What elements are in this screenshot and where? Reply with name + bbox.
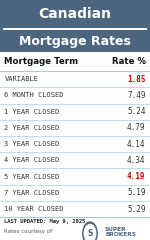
Text: 4.19: 4.19 bbox=[127, 172, 146, 181]
Text: 1 YEAR CLOSED: 1 YEAR CLOSED bbox=[4, 109, 60, 115]
FancyBboxPatch shape bbox=[0, 52, 150, 71]
Text: 10 YEAR CLOSED: 10 YEAR CLOSED bbox=[4, 206, 64, 212]
Text: Mortgage Rates: Mortgage Rates bbox=[19, 35, 131, 48]
Text: 4.14: 4.14 bbox=[127, 140, 146, 149]
FancyBboxPatch shape bbox=[0, 168, 150, 185]
FancyBboxPatch shape bbox=[0, 201, 150, 217]
Circle shape bbox=[83, 222, 97, 240]
FancyBboxPatch shape bbox=[0, 0, 150, 52]
Text: VARIABLE: VARIABLE bbox=[4, 76, 39, 82]
Text: 7.49: 7.49 bbox=[127, 91, 146, 100]
FancyBboxPatch shape bbox=[0, 87, 150, 103]
Text: Rates courtesy of: Rates courtesy of bbox=[4, 229, 53, 234]
Text: LAST UPDATED: May 9, 2025: LAST UPDATED: May 9, 2025 bbox=[4, 219, 86, 224]
Circle shape bbox=[84, 224, 96, 240]
Text: 4 YEAR CLOSED: 4 YEAR CLOSED bbox=[4, 157, 60, 163]
Text: SUPER: SUPER bbox=[105, 227, 127, 232]
FancyBboxPatch shape bbox=[0, 136, 150, 152]
Text: 4.79: 4.79 bbox=[127, 123, 146, 132]
FancyBboxPatch shape bbox=[3, 28, 147, 30]
Text: 4.34: 4.34 bbox=[127, 156, 146, 165]
Text: Canadian: Canadian bbox=[39, 7, 111, 21]
Text: Mortgage Term: Mortgage Term bbox=[4, 57, 79, 66]
FancyBboxPatch shape bbox=[0, 52, 150, 240]
Text: 1.85: 1.85 bbox=[127, 75, 146, 84]
Text: 5.19: 5.19 bbox=[127, 188, 146, 197]
Text: 3 YEAR CLOSED: 3 YEAR CLOSED bbox=[4, 141, 60, 147]
FancyBboxPatch shape bbox=[0, 185, 150, 201]
Text: S: S bbox=[87, 229, 93, 238]
Text: BROKERS: BROKERS bbox=[105, 232, 136, 237]
FancyBboxPatch shape bbox=[0, 103, 150, 120]
FancyBboxPatch shape bbox=[0, 71, 150, 87]
FancyBboxPatch shape bbox=[0, 120, 150, 136]
Text: 5.24: 5.24 bbox=[127, 107, 146, 116]
Text: Rate %: Rate % bbox=[111, 57, 146, 66]
Text: 7 YEAR CLOSED: 7 YEAR CLOSED bbox=[4, 190, 60, 196]
Text: 6 MONTH CLOSED: 6 MONTH CLOSED bbox=[4, 92, 64, 98]
Text: 5.29: 5.29 bbox=[127, 204, 146, 214]
Text: 2 YEAR CLOSED: 2 YEAR CLOSED bbox=[4, 125, 60, 131]
Text: 5 YEAR CLOSED: 5 YEAR CLOSED bbox=[4, 174, 60, 180]
FancyBboxPatch shape bbox=[0, 152, 150, 168]
